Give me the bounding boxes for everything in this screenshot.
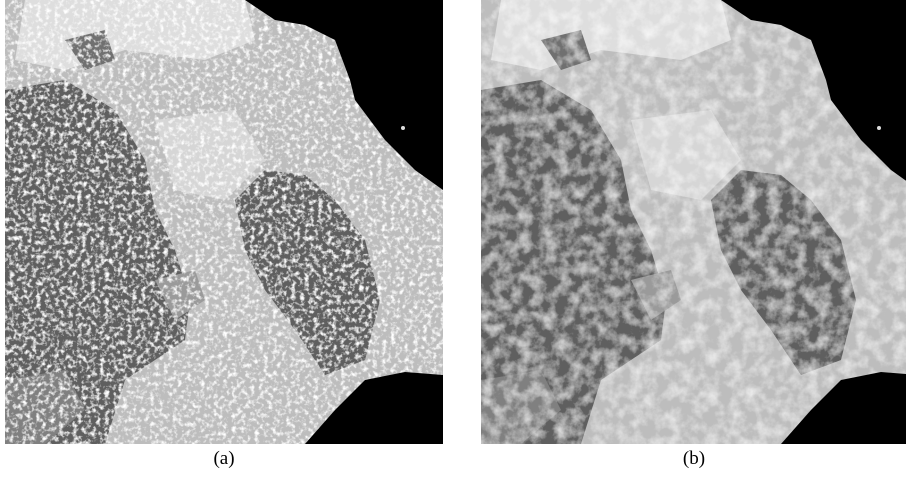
page: (a) (b) (() => { const data = JSON.parse… <box>0 0 906 472</box>
panel-image-b <box>481 0 906 444</box>
figure: (a) (b) <box>0 0 906 472</box>
caption: (a) <box>213 448 234 469</box>
panel-image-a <box>5 0 443 444</box>
caption: (b) <box>683 448 705 469</box>
